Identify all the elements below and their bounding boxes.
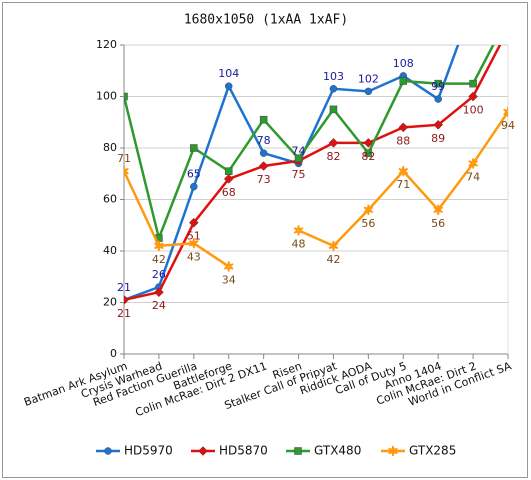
point xyxy=(398,166,409,177)
y-tick-label: 40 xyxy=(103,244,117,257)
y-tick-label: 100 xyxy=(96,90,117,103)
data-label: 94 xyxy=(501,119,515,132)
point xyxy=(468,158,478,169)
data-label: 78 xyxy=(257,134,271,147)
point xyxy=(190,144,198,152)
point xyxy=(198,446,208,456)
point xyxy=(363,137,374,148)
data-label: 21 xyxy=(117,281,131,294)
data-label: 65 xyxy=(187,168,201,181)
series-line xyxy=(124,111,508,268)
data-label: 75 xyxy=(292,168,306,181)
legend-label: HD5970 xyxy=(124,444,173,458)
point xyxy=(223,174,234,184)
point xyxy=(154,287,164,298)
data-label: 56 xyxy=(431,217,445,230)
point xyxy=(328,240,339,251)
data-label: 82 xyxy=(326,150,340,163)
point xyxy=(503,106,508,118)
point xyxy=(190,182,198,191)
point xyxy=(124,166,129,177)
point xyxy=(259,149,268,157)
data-label: 73 xyxy=(257,173,271,186)
point xyxy=(399,77,408,85)
point xyxy=(154,240,164,251)
data-label: 48 xyxy=(292,237,306,250)
point xyxy=(364,149,373,157)
legend-label: GTX285 xyxy=(409,444,456,458)
point xyxy=(388,445,398,457)
point xyxy=(328,137,339,148)
data-label: 71 xyxy=(396,178,410,191)
data-label: 74 xyxy=(466,170,480,183)
series-line xyxy=(124,45,502,302)
series-line xyxy=(124,45,495,243)
data-label: 56 xyxy=(361,217,375,230)
point xyxy=(294,447,302,455)
plot-area xyxy=(124,45,508,305)
point xyxy=(124,295,129,305)
legend-label: GTX480 xyxy=(314,444,361,458)
data-label: 26 xyxy=(152,268,166,281)
chart-title: 1680x1050 (1xAA 1xAF) xyxy=(184,13,348,28)
legend-label: HD5870 xyxy=(219,444,268,458)
point xyxy=(224,82,233,90)
y-tick-label: 120 xyxy=(96,38,117,51)
point xyxy=(364,87,373,96)
data-label: 42 xyxy=(152,253,166,266)
data-label: 21 xyxy=(117,307,131,320)
point xyxy=(188,238,199,249)
point xyxy=(104,447,112,455)
data-label: 82 xyxy=(361,150,375,163)
point xyxy=(363,204,374,215)
data-label: 42 xyxy=(326,253,340,266)
y-tick-label: 60 xyxy=(103,193,117,206)
point xyxy=(433,119,444,130)
point xyxy=(258,161,269,171)
data-label: 34 xyxy=(222,273,236,286)
point xyxy=(124,92,128,101)
point xyxy=(398,122,409,133)
data-label: 100 xyxy=(463,104,484,117)
point xyxy=(434,79,442,88)
data-label: 108 xyxy=(393,57,414,70)
y-tick-label: 0 xyxy=(110,347,117,360)
point xyxy=(188,217,199,228)
point xyxy=(434,95,442,103)
point xyxy=(224,167,233,175)
point xyxy=(223,261,234,272)
data-label: 89 xyxy=(431,132,445,145)
data-label: 104 xyxy=(218,67,239,80)
point xyxy=(329,105,338,114)
point xyxy=(468,91,478,102)
point xyxy=(259,115,268,124)
point xyxy=(329,85,338,93)
data-label: 88 xyxy=(396,134,410,147)
data-label: 24 xyxy=(152,299,166,312)
data-label: 103 xyxy=(323,70,344,83)
point xyxy=(294,154,303,163)
data-label: 51 xyxy=(187,230,201,243)
data-label: 68 xyxy=(222,186,236,199)
data-label: 74 xyxy=(292,144,306,157)
point xyxy=(293,225,304,236)
data-label: 71 xyxy=(117,152,131,165)
point xyxy=(433,204,444,215)
data-label: 43 xyxy=(187,250,201,263)
point xyxy=(469,79,477,88)
y-tick-label: 20 xyxy=(103,296,117,309)
data-label: 99 xyxy=(431,80,445,93)
y-tick-label: 80 xyxy=(103,141,117,154)
data-label: 102 xyxy=(358,72,379,85)
